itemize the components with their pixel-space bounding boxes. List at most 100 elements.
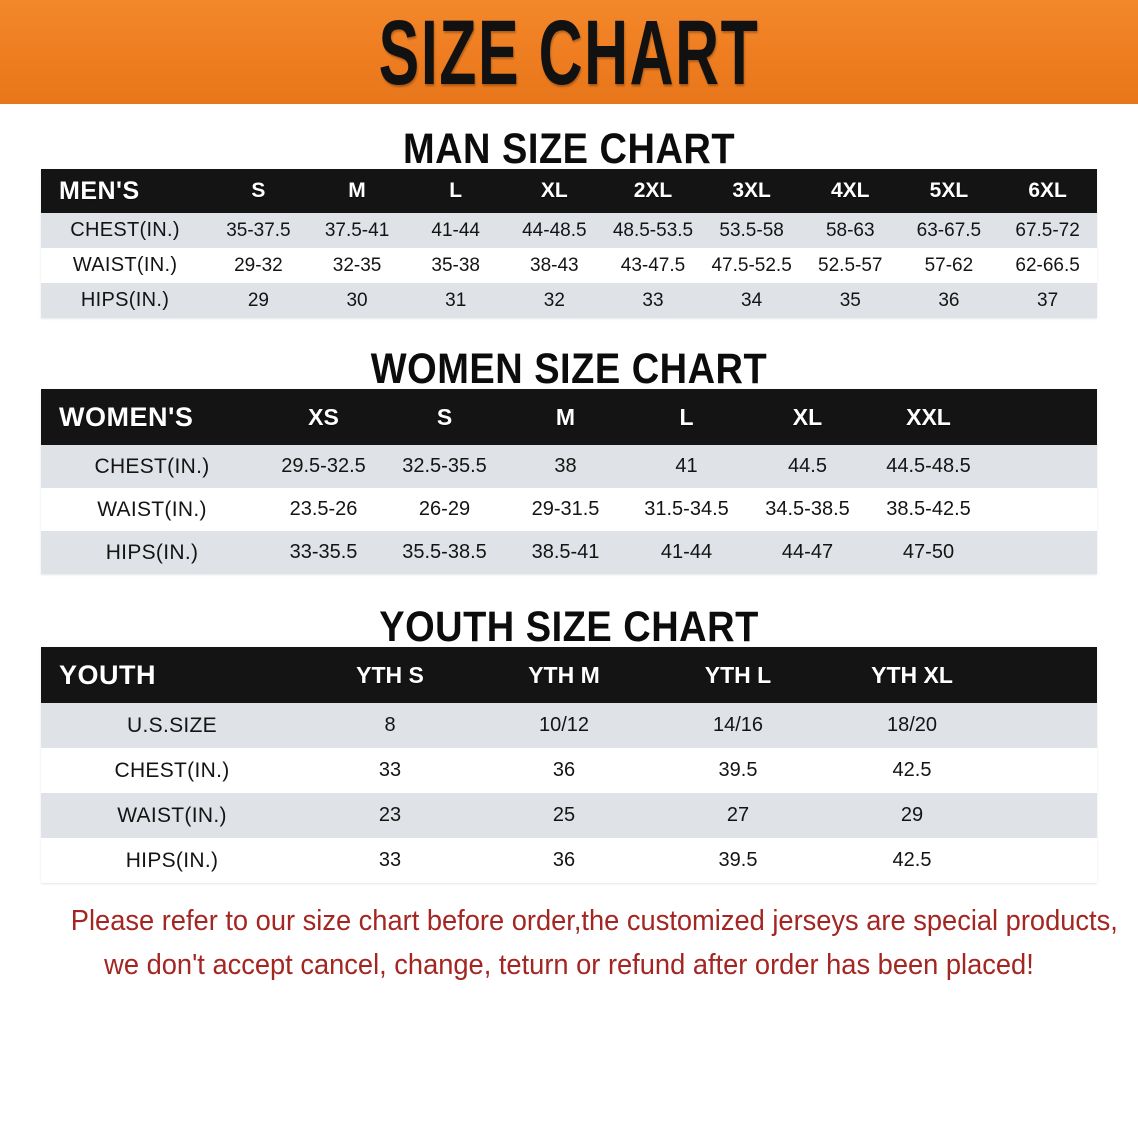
- table-row: CHEST(IN.) 35-37.5 37.5-41 41-44 44-48.5…: [41, 213, 1097, 248]
- women-chest-xxl: 44.5-48.5: [868, 445, 989, 488]
- women-waist-xs: 23.5-26: [263, 488, 384, 531]
- men-col-5xl: 5XL: [899, 169, 999, 213]
- women-header-row: WOMEN'S XS S M L XL XXL: [41, 389, 1097, 445]
- women-waist-spacer: [989, 488, 1097, 531]
- men-hips-m: 30: [307, 283, 407, 318]
- men-waist-3xl: 47.5-52.5: [702, 248, 801, 283]
- men-waist-m: 32-35: [307, 248, 407, 283]
- men-hips-l: 31: [406, 283, 506, 318]
- youth-waist-l: 27: [651, 793, 825, 838]
- men-col-2xl: 2XL: [603, 169, 703, 213]
- youth-waist-m: 25: [477, 793, 651, 838]
- men-row-label-chest: CHEST(IN.): [41, 213, 210, 248]
- men-hips-3xl: 34: [702, 283, 801, 318]
- men-hips-2xl: 33: [603, 283, 703, 318]
- men-chest-5xl: 63-67.5: [899, 213, 999, 248]
- men-waist-2xl: 43-47.5: [603, 248, 703, 283]
- youth-hips-xl: 42.5: [825, 838, 999, 883]
- men-chest-xl: 44-48.5: [505, 213, 604, 248]
- men-col-s: S: [209, 169, 308, 213]
- youth-col-l: YTH L: [651, 647, 825, 703]
- men-chest-m: 37.5-41: [307, 213, 407, 248]
- youth-chest-s: 33: [303, 748, 477, 793]
- women-table-wrap: WOMEN'S XS S M L XL XXL CHEST(IN.) 29.5-…: [41, 389, 1097, 574]
- women-hips-xxl: 47-50: [868, 531, 989, 574]
- men-col-l: L: [406, 169, 506, 213]
- youth-row-label-ussize: U.S.SIZE: [41, 703, 303, 748]
- women-col-l: L: [626, 389, 747, 445]
- men-waist-5xl: 57-62: [899, 248, 999, 283]
- men-waist-xl: 38-43: [505, 248, 604, 283]
- disclaimer-line-2: we don't accept cancel, change, teturn o…: [104, 949, 1034, 981]
- women-row-label-waist: WAIST(IN.): [41, 488, 263, 531]
- men-waist-4xl: 52.5-57: [800, 248, 900, 283]
- women-col-s: S: [384, 389, 505, 445]
- women-row-label-chest: CHEST(IN.): [41, 445, 263, 488]
- youth-hips-l: 39.5: [651, 838, 825, 883]
- men-corner-label: MEN'S: [41, 169, 210, 213]
- men-hips-5xl: 36: [899, 283, 999, 318]
- women-waist-xxl: 38.5-42.5: [868, 488, 989, 531]
- table-row: U.S.SIZE 8 10/12 14/16 18/20: [41, 703, 1097, 748]
- youth-col-m: YTH M: [477, 647, 651, 703]
- youth-section-title: YOUTH SIZE CHART: [379, 604, 759, 652]
- men-col-m: M: [307, 169, 407, 213]
- banner-title: SIZE CHART: [378, 0, 760, 104]
- men-col-6xl: 6XL: [998, 169, 1097, 213]
- women-chest-s: 32.5-35.5: [384, 445, 505, 488]
- table-row: CHEST(IN.) 29.5-32.5 32.5-35.5 38 41 44.…: [41, 445, 1097, 488]
- men-hips-s: 29: [209, 283, 308, 318]
- youth-chest-xl: 42.5: [825, 748, 999, 793]
- men-chest-3xl: 53.5-58: [702, 213, 801, 248]
- women-col-xs: XS: [263, 389, 384, 445]
- man-table-wrap: MEN'S S M L XL 2XL 3XL 4XL 5XL 6XL CHEST…: [41, 169, 1097, 318]
- men-row-label-waist: WAIST(IN.): [41, 248, 210, 283]
- man-section-title: MAN SIZE CHART: [402, 126, 736, 174]
- men-hips-xl: 32: [505, 283, 604, 318]
- men-col-3xl: 3XL: [702, 169, 801, 213]
- women-hips-s: 35.5-38.5: [384, 531, 505, 574]
- youth-header-row: YOUTH YTH S YTH M YTH L YTH XL: [41, 647, 1097, 703]
- women-chest-xs: 29.5-32.5: [263, 445, 384, 488]
- youth-chest-m: 36: [477, 748, 651, 793]
- youth-corner-label: YOUTH: [41, 647, 303, 703]
- table-row: CHEST(IN.) 33 36 39.5 42.5: [41, 748, 1097, 793]
- men-waist-l: 35-38: [406, 248, 506, 283]
- men-hips-4xl: 35: [800, 283, 900, 318]
- youth-table-wrap: YOUTH YTH S YTH M YTH L YTH XL U.S.SIZE …: [41, 647, 1097, 883]
- table-row: WAIST(IN.) 23 25 27 29: [41, 793, 1097, 838]
- youth-row-label-hips: HIPS(IN.): [41, 838, 303, 883]
- youth-chest-l: 39.5: [651, 748, 825, 793]
- women-header-spacer: [989, 389, 1097, 445]
- youth-size-table: YOUTH YTH S YTH M YTH L YTH XL U.S.SIZE …: [41, 647, 1097, 883]
- men-waist-s: 29-32: [209, 248, 308, 283]
- women-hips-xl: 44-47: [747, 531, 868, 574]
- table-row: WAIST(IN.) 23.5-26 26-29 29-31.5 31.5-34…: [41, 488, 1097, 531]
- women-hips-xs: 33-35.5: [263, 531, 384, 574]
- women-chest-xl: 44.5: [747, 445, 868, 488]
- men-chest-6xl: 67.5-72: [998, 213, 1097, 248]
- men-row-label-hips: HIPS(IN.): [41, 283, 210, 318]
- women-chest-l: 41: [626, 445, 747, 488]
- youth-row-label-waist: WAIST(IN.): [41, 793, 303, 838]
- youth-chest-spacer: [999, 748, 1097, 793]
- women-hips-m: 38.5-41: [505, 531, 626, 574]
- women-chest-m: 38: [505, 445, 626, 488]
- youth-row-label-chest: CHEST(IN.): [41, 748, 303, 793]
- women-hips-l: 41-44: [626, 531, 747, 574]
- youth-waist-spacer: [999, 793, 1097, 838]
- youth-ussize-s: 8: [303, 703, 477, 748]
- youth-header-spacer: [999, 647, 1097, 703]
- youth-ussize-xl: 18/20: [825, 703, 999, 748]
- table-row: WAIST(IN.) 29-32 32-35 35-38 38-43 43-47…: [41, 248, 1097, 283]
- disclaimer-line-1: Please refer to our size chart before or…: [70, 905, 1118, 937]
- youth-hips-m: 36: [477, 838, 651, 883]
- men-chest-l: 41-44: [406, 213, 506, 248]
- women-corner-label: WOMEN'S: [41, 389, 263, 445]
- youth-col-xl: YTH XL: [825, 647, 999, 703]
- women-hips-spacer: [989, 531, 1097, 574]
- youth-ussize-l: 14/16: [651, 703, 825, 748]
- women-row-label-hips: HIPS(IN.): [41, 531, 263, 574]
- men-waist-6xl: 62-66.5: [998, 248, 1097, 283]
